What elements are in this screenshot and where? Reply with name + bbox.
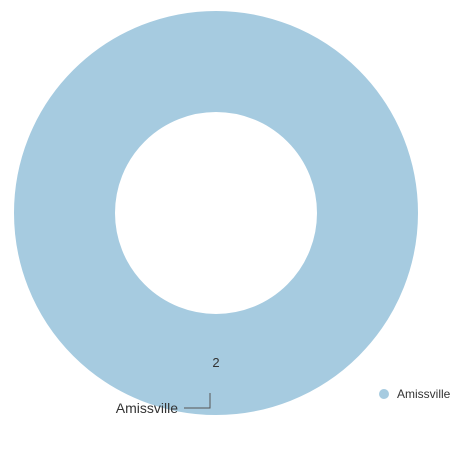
slices-layer	[14, 11, 418, 415]
slice-category-label: Amissville	[116, 400, 178, 416]
callout-leader-line	[184, 393, 211, 409]
donut-slice[interactable]	[14, 11, 418, 415]
legend-label: Amissville	[397, 387, 451, 401]
legend: Amissville	[379, 387, 451, 401]
legend-marker	[379, 389, 389, 399]
legend-item[interactable]: Amissville	[379, 387, 451, 401]
slice-value-label: 2	[212, 355, 219, 370]
callout: Amissville	[116, 393, 211, 416]
